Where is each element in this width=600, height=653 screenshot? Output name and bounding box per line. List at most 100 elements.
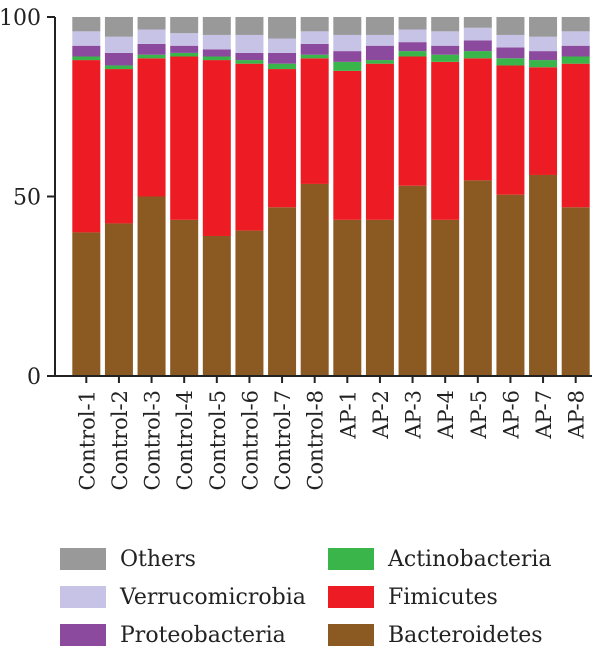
bar-segment-bacteroidetes-control-4 [170, 219, 199, 376]
bar-segment-verrucomicrobia-ap-4 [431, 31, 460, 46]
bar-segment-proteobacteria-ap-3 [398, 42, 427, 52]
bar-segment-bacteroidetes-control-2 [104, 223, 133, 376]
bar-segment-actinobacteria-ap-2 [365, 60, 394, 64]
bar-segment-fimicutes-control-4 [170, 56, 199, 220]
bar-segment-others-ap-8 [561, 17, 590, 32]
chart-legend: Others Verrucomicrobia Proteobacteria Actin… [60, 538, 600, 653]
bar-segment-verrucomicrobia-control-1 [72, 31, 101, 46]
legend-label-actinobacteria: Actinobacteria [388, 546, 552, 572]
bar-segment-fimicutes-control-1 [72, 60, 101, 233]
bar-segment-fimicutes-control-6 [235, 63, 264, 231]
bar-segment-bacteroidetes-ap-1 [333, 219, 362, 376]
bar-segment-proteobacteria-ap-6 [496, 47, 525, 59]
bar-segment-fimicutes-control-3 [137, 58, 166, 197]
bar-segment-others-ap-6 [496, 17, 525, 35]
bar-segment-fimicutes-ap-4 [431, 61, 460, 220]
bar-segment-proteobacteria-control-7 [268, 52, 297, 64]
bar-segment-verrucomicrobia-ap-5 [463, 27, 492, 41]
bar-segment-others-control-4 [170, 17, 199, 34]
bar-segment-bacteroidetes-ap-3 [398, 185, 427, 376]
bar-segment-actinobacteria-control-8 [300, 54, 329, 59]
bar-segment-fimicutes-ap-5 [463, 58, 492, 181]
bar-segment-bacteroidetes-control-5 [202, 235, 231, 376]
bar-segment-proteobacteria-control-6 [235, 52, 264, 61]
legend-swatch-others [60, 548, 106, 570]
bar-segment-proteobacteria-control-4 [170, 45, 199, 53]
bar-segment-fimicutes-control-5 [202, 60, 231, 236]
x-tick-label-control-2: Control-2 [108, 390, 132, 491]
bar-segment-others-control-8 [300, 17, 329, 32]
bar-segment-verrucomicrobia-ap-6 [496, 34, 525, 48]
x-tick-label-ap-5: AP-5 [467, 390, 491, 440]
legend-item-verrucomicrobia: Verrucomicrobia [60, 582, 306, 612]
bar-segment-bacteroidetes-ap-2 [365, 219, 394, 376]
bar-segment-actinobacteria-ap-6 [496, 58, 525, 66]
bar-segment-bacteroidetes-control-6 [235, 230, 264, 376]
bar-segment-actinobacteria-control-6 [235, 60, 264, 64]
bar-segment-fimicutes-ap-3 [398, 56, 427, 186]
bar-segment-others-control-6 [235, 17, 264, 35]
bar-segment-verrucomicrobia-control-4 [170, 33, 199, 46]
x-tick-label-ap-4: AP-4 [434, 390, 458, 440]
bar-segment-bacteroidetes-control-7 [268, 207, 297, 376]
bar-segment-proteobacteria-ap-4 [431, 45, 460, 55]
bar-segment-proteobacteria-control-3 [137, 43, 166, 55]
bar-segment-verrucomicrobia-control-3 [137, 29, 166, 44]
bar-segment-fimicutes-control-8 [300, 58, 329, 184]
bar-segment-verrucomicrobia-ap-2 [365, 34, 394, 46]
bar-segment-actinobacteria-ap-5 [463, 51, 492, 59]
legend-swatch-verrucomicrobia [60, 586, 106, 608]
legend-item-proteobacteria: Proteobacteria [60, 620, 286, 650]
bar-segment-others-control-3 [137, 17, 166, 30]
bar-segment-actinobacteria-control-5 [202, 56, 231, 61]
x-tick-label-control-4: Control-4 [173, 390, 197, 491]
bar-segment-others-control-7 [268, 17, 297, 39]
legend-label-bacteroidetes: Bacteroidetes [388, 622, 543, 648]
bar-segment-fimicutes-ap-2 [365, 63, 394, 220]
chart-plot-area: 0 50 100 Control-1 Control-2 Control-3 Control… [0, 6, 592, 491]
bar-segment-verrucomicrobia-ap-7 [529, 36, 558, 52]
bar-segment-verrucomicrobia-ap-1 [333, 34, 362, 52]
bar-segment-verrucomicrobia-control-2 [104, 36, 133, 53]
legend-item-fimicutes: Fimicutes [328, 582, 498, 612]
bar-segment-proteobacteria-control-1 [72, 45, 101, 57]
bar-segment-actinobacteria-control-2 [104, 65, 133, 70]
legend-swatch-fimicutes [328, 586, 374, 608]
legend-swatch-proteobacteria [60, 624, 106, 646]
bar-segment-actinobacteria-ap-8 [561, 56, 590, 64]
bar-segment-actinobacteria-ap-7 [529, 60, 558, 68]
bar-segment-fimicutes-ap-6 [496, 65, 525, 195]
x-tick-label-ap-7: AP-7 [532, 390, 556, 440]
x-tick-label-control-8: Control-8 [304, 390, 328, 491]
bar-segment-bacteroidetes-ap-8 [561, 207, 590, 376]
bar-segment-proteobacteria-ap-1 [333, 51, 362, 62]
bar-segment-others-ap-1 [333, 17, 362, 35]
bar-segment-actinobacteria-control-3 [137, 54, 166, 59]
x-tick-label-ap-2: AP-2 [369, 390, 393, 440]
legend-label-proteobacteria: Proteobacteria [120, 622, 286, 648]
x-tick-label-control-1: Control-1 [75, 390, 99, 491]
bar-segment-proteobacteria-control-8 [300, 43, 329, 55]
legend-item-others: Others [60, 544, 196, 574]
bar-segment-bacteroidetes-ap-5 [463, 180, 492, 376]
bar-segment-verrucomicrobia-ap-3 [398, 29, 427, 43]
bar-segment-verrucomicrobia-control-6 [235, 34, 264, 53]
bar-segment-verrucomicrobia-ap-8 [561, 31, 590, 46]
bar-segment-fimicutes-control-7 [268, 69, 297, 208]
bar-segment-proteobacteria-ap-2 [365, 45, 394, 61]
legend-swatch-actinobacteria [328, 548, 374, 570]
bar-segment-others-control-2 [104, 17, 133, 37]
bar-segment-fimicutes-control-2 [104, 69, 133, 224]
bar-segment-others-ap-7 [529, 17, 558, 37]
bar-segment-verrucomicrobia-control-5 [202, 34, 231, 50]
bar-segment-fimicutes-ap-7 [529, 67, 558, 175]
bar-segment-verrucomicrobia-control-8 [300, 31, 329, 44]
x-tick-label-ap-6: AP-6 [499, 390, 523, 440]
legend-label-others: Others [120, 546, 196, 572]
x-tick-label-control-7: Control-7 [271, 390, 295, 491]
bar-segment-actinobacteria-ap-1 [333, 61, 362, 71]
legend-swatch-bacteroidetes [328, 624, 374, 646]
bar-segment-others-ap-5 [463, 17, 492, 28]
bar-segment-bacteroidetes-ap-6 [496, 194, 525, 376]
